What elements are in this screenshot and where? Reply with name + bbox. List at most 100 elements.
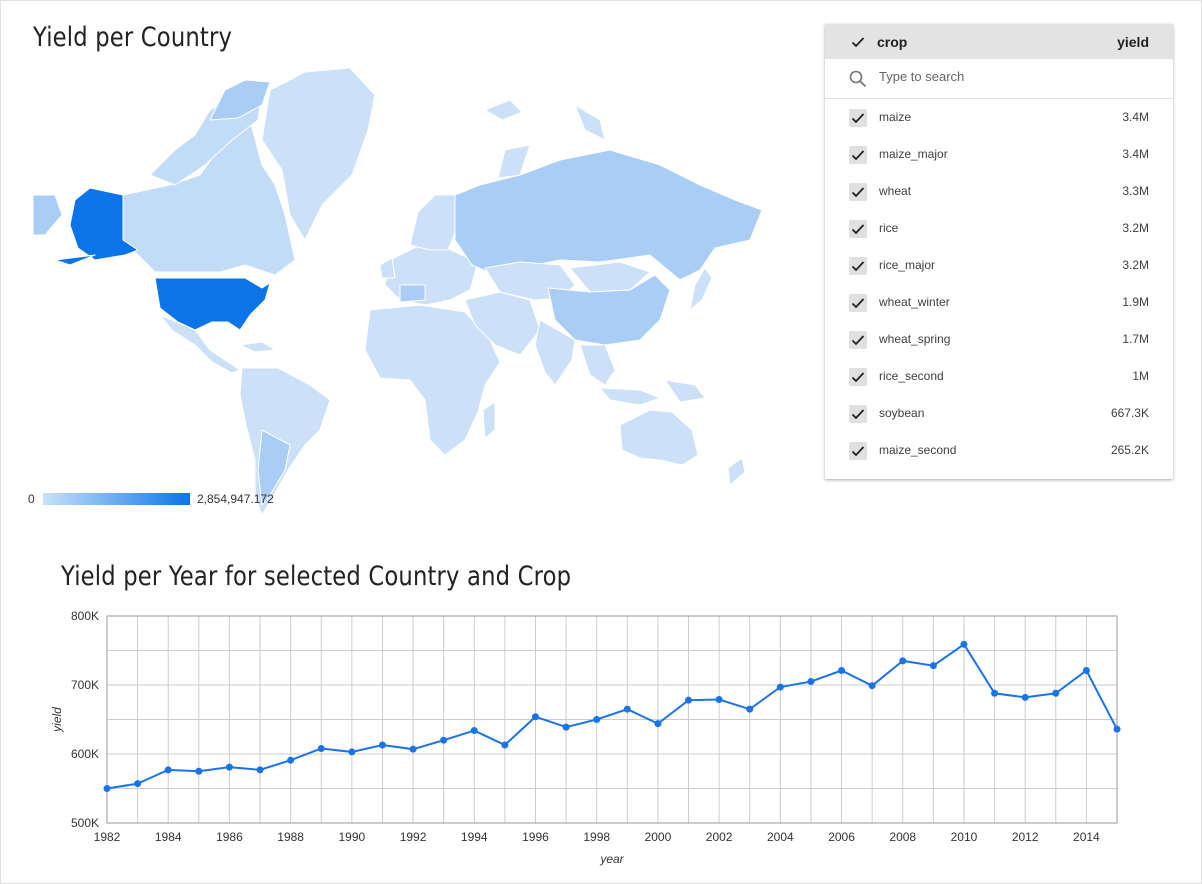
check-icon [851,372,865,383]
data-point [409,745,417,753]
yield-per-year-line-chart[interactable]: 500K 600K 700K 800K 1982 1984 1986 1988 1990 1992… [40,600,1140,875]
row-yield: 1.9M [1122,295,1149,309]
data-point [929,662,937,670]
table-row[interactable]: rice 3.2M [825,210,1173,247]
x-tick-label: 1988 [277,830,304,844]
row-yield: 3.3M [1122,184,1149,198]
row-yield: 1.7M [1122,332,1149,346]
check-icon [851,446,865,457]
row-checkbox[interactable] [849,331,867,349]
data-point [256,766,264,774]
row-checkbox[interactable] [849,368,867,386]
check-icon [851,335,865,346]
y-tick-label: 700K [71,678,99,692]
data-point [470,727,478,735]
table-row[interactable]: maize 3.4M [825,99,1173,136]
map-region-usa [154,277,271,331]
x-tick-label: 1990 [338,830,365,844]
row-yield: 3.2M [1122,221,1149,235]
row-crop: rice_second [879,369,944,383]
row-checkbox[interactable] [849,405,867,423]
check-icon [851,113,865,124]
row-crop: wheat_spring [879,332,951,346]
row-yield: 1M [1132,369,1149,383]
row-yield: 3.4M [1122,110,1149,124]
row-crop: wheat_winter [879,295,950,309]
map-legend-max: 2,854,947.172 [197,492,274,506]
row-crop: wheat [879,184,912,198]
map-legend-gradient [43,493,190,505]
data-point [531,713,539,721]
map-region-india [534,319,576,386]
table-row[interactable]: rice_second 1M [825,358,1173,395]
x-tick-label: 2006 [828,830,855,844]
row-checkbox[interactable] [849,183,867,201]
x-tick-label: 2000 [645,830,672,844]
search-icon [849,70,867,88]
table-row[interactable]: wheat_spring 1.7M [825,321,1173,358]
table-row[interactable]: wheat 3.3M [825,173,1173,210]
map-legend-min: 0 [28,492,35,506]
data-point [623,705,631,713]
x-tick-label: 2010 [951,830,978,844]
x-tick-label: 1996 [522,830,549,844]
data-point [593,716,601,723]
row-crop: rice [879,221,899,235]
data-point [899,657,907,665]
row-checkbox[interactable] [849,294,867,312]
data-point [776,683,784,691]
table-header: crop yield [825,24,1173,59]
x-tick-label: 1982 [94,830,121,844]
row-crop: maize_second [879,443,957,457]
x-tick-label: 1992 [400,830,427,844]
row-crop: soybean [879,406,925,420]
row-checkbox[interactable] [849,109,867,127]
select-all-checkbox[interactable] [849,33,867,51]
check-icon [851,409,865,420]
row-crop: maize [879,110,912,124]
x-axis-label: year [599,852,624,866]
row-yield: 265.2K [1110,443,1149,457]
row-checkbox[interactable] [849,257,867,275]
search-input[interactable] [877,68,1141,85]
check-icon [851,150,865,161]
check-icon [851,298,865,309]
map-region-australia [619,409,699,466]
y-axis-label: yield [50,707,64,733]
column-header-yield[interactable]: yield [1117,34,1149,50]
row-crop: rice_major [879,258,936,272]
data-point [685,696,693,704]
row-checkbox[interactable] [849,442,867,460]
table-row[interactable]: maize_major 3.4M [825,136,1173,173]
data-point [317,744,325,752]
data-point [1113,725,1121,733]
data-point [868,682,876,690]
data-point [103,785,111,792]
line-chart-title: Yield per Year for selected Country and … [61,561,572,592]
world-choropleth-map[interactable] [30,60,765,518]
x-tick-label: 2012 [1012,830,1039,844]
map-region-mexico [159,314,241,374]
table-row[interactable]: wheat_winter 1.9M [825,284,1173,321]
map-region-china [547,274,671,346]
x-tick-label: 2002 [706,830,733,844]
map-region-scandinavia [409,194,459,251]
map-region-greenland [261,67,376,241]
table-row[interactable]: soybean 667.3K [825,395,1173,432]
row-checkbox[interactable] [849,146,867,164]
check-icon [851,224,865,235]
x-tick-label: 2008 [889,830,916,844]
data-point [501,741,509,749]
x-tick-label: 1986 [216,830,243,844]
map-region-argentina [257,429,291,506]
data-point [1052,689,1060,697]
data-point [746,705,754,713]
data-point [715,695,723,703]
table-row[interactable]: rice_major 3.2M [825,247,1173,284]
data-point [991,689,999,697]
x-tick-label: 2014 [1073,830,1100,844]
column-header-crop[interactable]: crop [877,34,908,50]
data-point [225,763,233,771]
table-row[interactable]: maize_second 265.2K [825,432,1173,469]
row-checkbox[interactable] [849,220,867,238]
